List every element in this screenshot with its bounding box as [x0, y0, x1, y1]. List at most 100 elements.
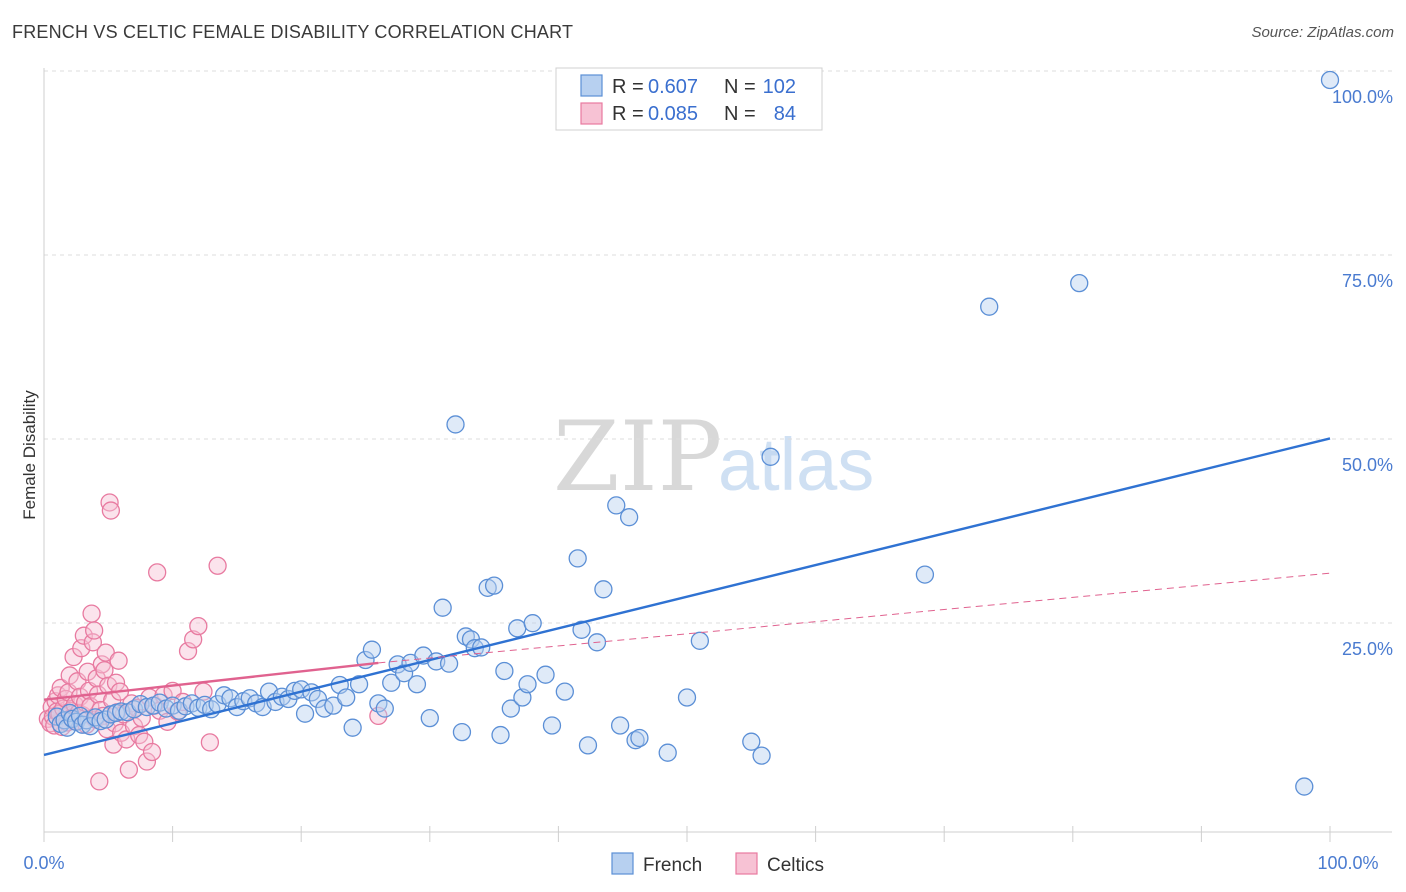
celtics-point-54	[109, 651, 128, 670]
watermark: ZIP atlas	[553, 401, 874, 513]
french-point-88	[578, 736, 598, 755]
x-tick-label-min: 0.0%	[23, 853, 64, 873]
chart-title: FRENCH VS CELTIC FEMALE DISABILITY CORRE…	[12, 22, 574, 42]
french-point-93	[619, 508, 639, 527]
french-point-76	[491, 725, 510, 745]
french-point-92	[610, 716, 630, 735]
series-legend-swatch-celtics	[735, 852, 758, 875]
legend-swatch-celtics	[580, 102, 603, 125]
french-point-95	[630, 728, 649, 748]
celtics-point-39	[90, 772, 109, 791]
french-point-52	[343, 718, 362, 737]
french-point-60	[394, 664, 414, 683]
celtics-point-66	[137, 752, 157, 771]
french-point-99	[742, 732, 761, 751]
y-tick-label-100: 100.0%	[1332, 87, 1393, 107]
legend-r-value-french: 0.607	[648, 76, 698, 98]
french-point-45	[295, 704, 315, 723]
french-point-81	[518, 675, 537, 694]
celtics-point-83	[369, 706, 388, 726]
french-point-100	[752, 746, 771, 765]
legend-r-label-celtics: R =	[612, 103, 644, 125]
french-point-106	[1320, 70, 1340, 90]
celtics-point-68	[142, 742, 162, 762]
chart-source: Source: ZipAtlas.com	[1251, 24, 1394, 41]
french-point-90	[594, 580, 613, 599]
celtics-point-33	[82, 604, 101, 623]
french-point-105	[1295, 777, 1314, 796]
stats-legend: R = 0.607 N = 102 R = 0.085 N = 84	[555, 67, 823, 131]
french-point-69	[452, 722, 472, 742]
y-tick-label-75: 75.0%	[1342, 271, 1393, 291]
celtics-point-79	[189, 616, 208, 636]
celtics-point-27	[74, 626, 94, 645]
celtics-point-44	[96, 643, 115, 662]
celtics-trend-line	[43, 661, 379, 701]
legend-n-label-celtics: N =	[724, 103, 756, 125]
french-point-77	[495, 661, 514, 681]
celtics-point-70	[148, 563, 167, 582]
french-point-64	[420, 708, 439, 728]
legend-r-label-french: R =	[612, 76, 644, 98]
french-point-10	[81, 717, 100, 736]
legend-r-value-celtics: 0.085	[648, 103, 698, 125]
celtics-point-81	[200, 733, 220, 752]
french-point-58	[382, 673, 401, 692]
celtics-points	[38, 493, 388, 791]
watermark-zip: ZIP	[553, 401, 722, 513]
french-point-83	[536, 665, 555, 684]
french-point-3	[57, 718, 77, 737]
french-point-53	[349, 675, 369, 694]
french-point-82	[523, 614, 542, 633]
y-tick-labels: 25.0% 50.0% 75.0% 100.0%	[1332, 87, 1393, 659]
french-point-96	[658, 743, 677, 762]
french-point-57	[375, 699, 394, 718]
celtics-trend-extension	[378, 572, 1331, 664]
celtics-point-48	[101, 501, 121, 520]
french-point-75	[484, 576, 504, 595]
french-points	[47, 70, 1340, 796]
series-legend: French Celtics	[611, 852, 824, 876]
series-legend-swatch-french	[611, 852, 634, 875]
french-point-79	[508, 619, 527, 638]
french-point-51	[337, 688, 356, 707]
french-point-91	[607, 496, 626, 515]
french-point-13	[96, 710, 115, 729]
x-tick-label-max: 100.0%	[1317, 853, 1378, 873]
legend-n-value-celtics: 84	[774, 103, 796, 125]
french-point-97	[677, 688, 697, 707]
y-axis-label: Female Disability	[20, 390, 39, 520]
french-point-85	[555, 682, 574, 701]
celtics-point-82	[208, 556, 227, 575]
legend-n-value-french: 102	[763, 76, 796, 98]
watermark-atlas: atlas	[718, 423, 874, 506]
french-point-68	[446, 415, 465, 434]
celtics-point-77	[178, 641, 198, 661]
french-point-98	[690, 631, 710, 650]
french-point-55	[362, 640, 382, 659]
y-tick-label-25: 25.0%	[1342, 639, 1393, 659]
french-point-87	[572, 620, 591, 639]
french-point-101	[761, 447, 780, 466]
french-point-47	[308, 689, 328, 709]
celtics-point-59	[119, 760, 139, 779]
french-point-78	[501, 699, 520, 718]
series-legend-label-celtics: Celtics	[767, 855, 824, 876]
french-point-104	[1070, 273, 1089, 293]
legend-n-label-french: N =	[724, 76, 756, 98]
french-trend-line	[43, 437, 1331, 757]
french-point-84	[542, 716, 562, 735]
legend-swatch-french	[580, 74, 603, 97]
french-point-66	[433, 598, 452, 617]
x-axis-ticks	[43, 826, 1331, 842]
celtics-point-35	[85, 621, 104, 640]
french-point-103	[980, 297, 999, 316]
y-tick-label-50: 50.0%	[1342, 455, 1393, 475]
trend-lines	[43, 437, 1331, 757]
french-point-62	[407, 675, 427, 694]
french-point-102	[915, 565, 935, 584]
french-point-86	[568, 549, 587, 568]
french-point-49	[324, 696, 343, 715]
series-legend-label-french: French	[643, 855, 702, 876]
